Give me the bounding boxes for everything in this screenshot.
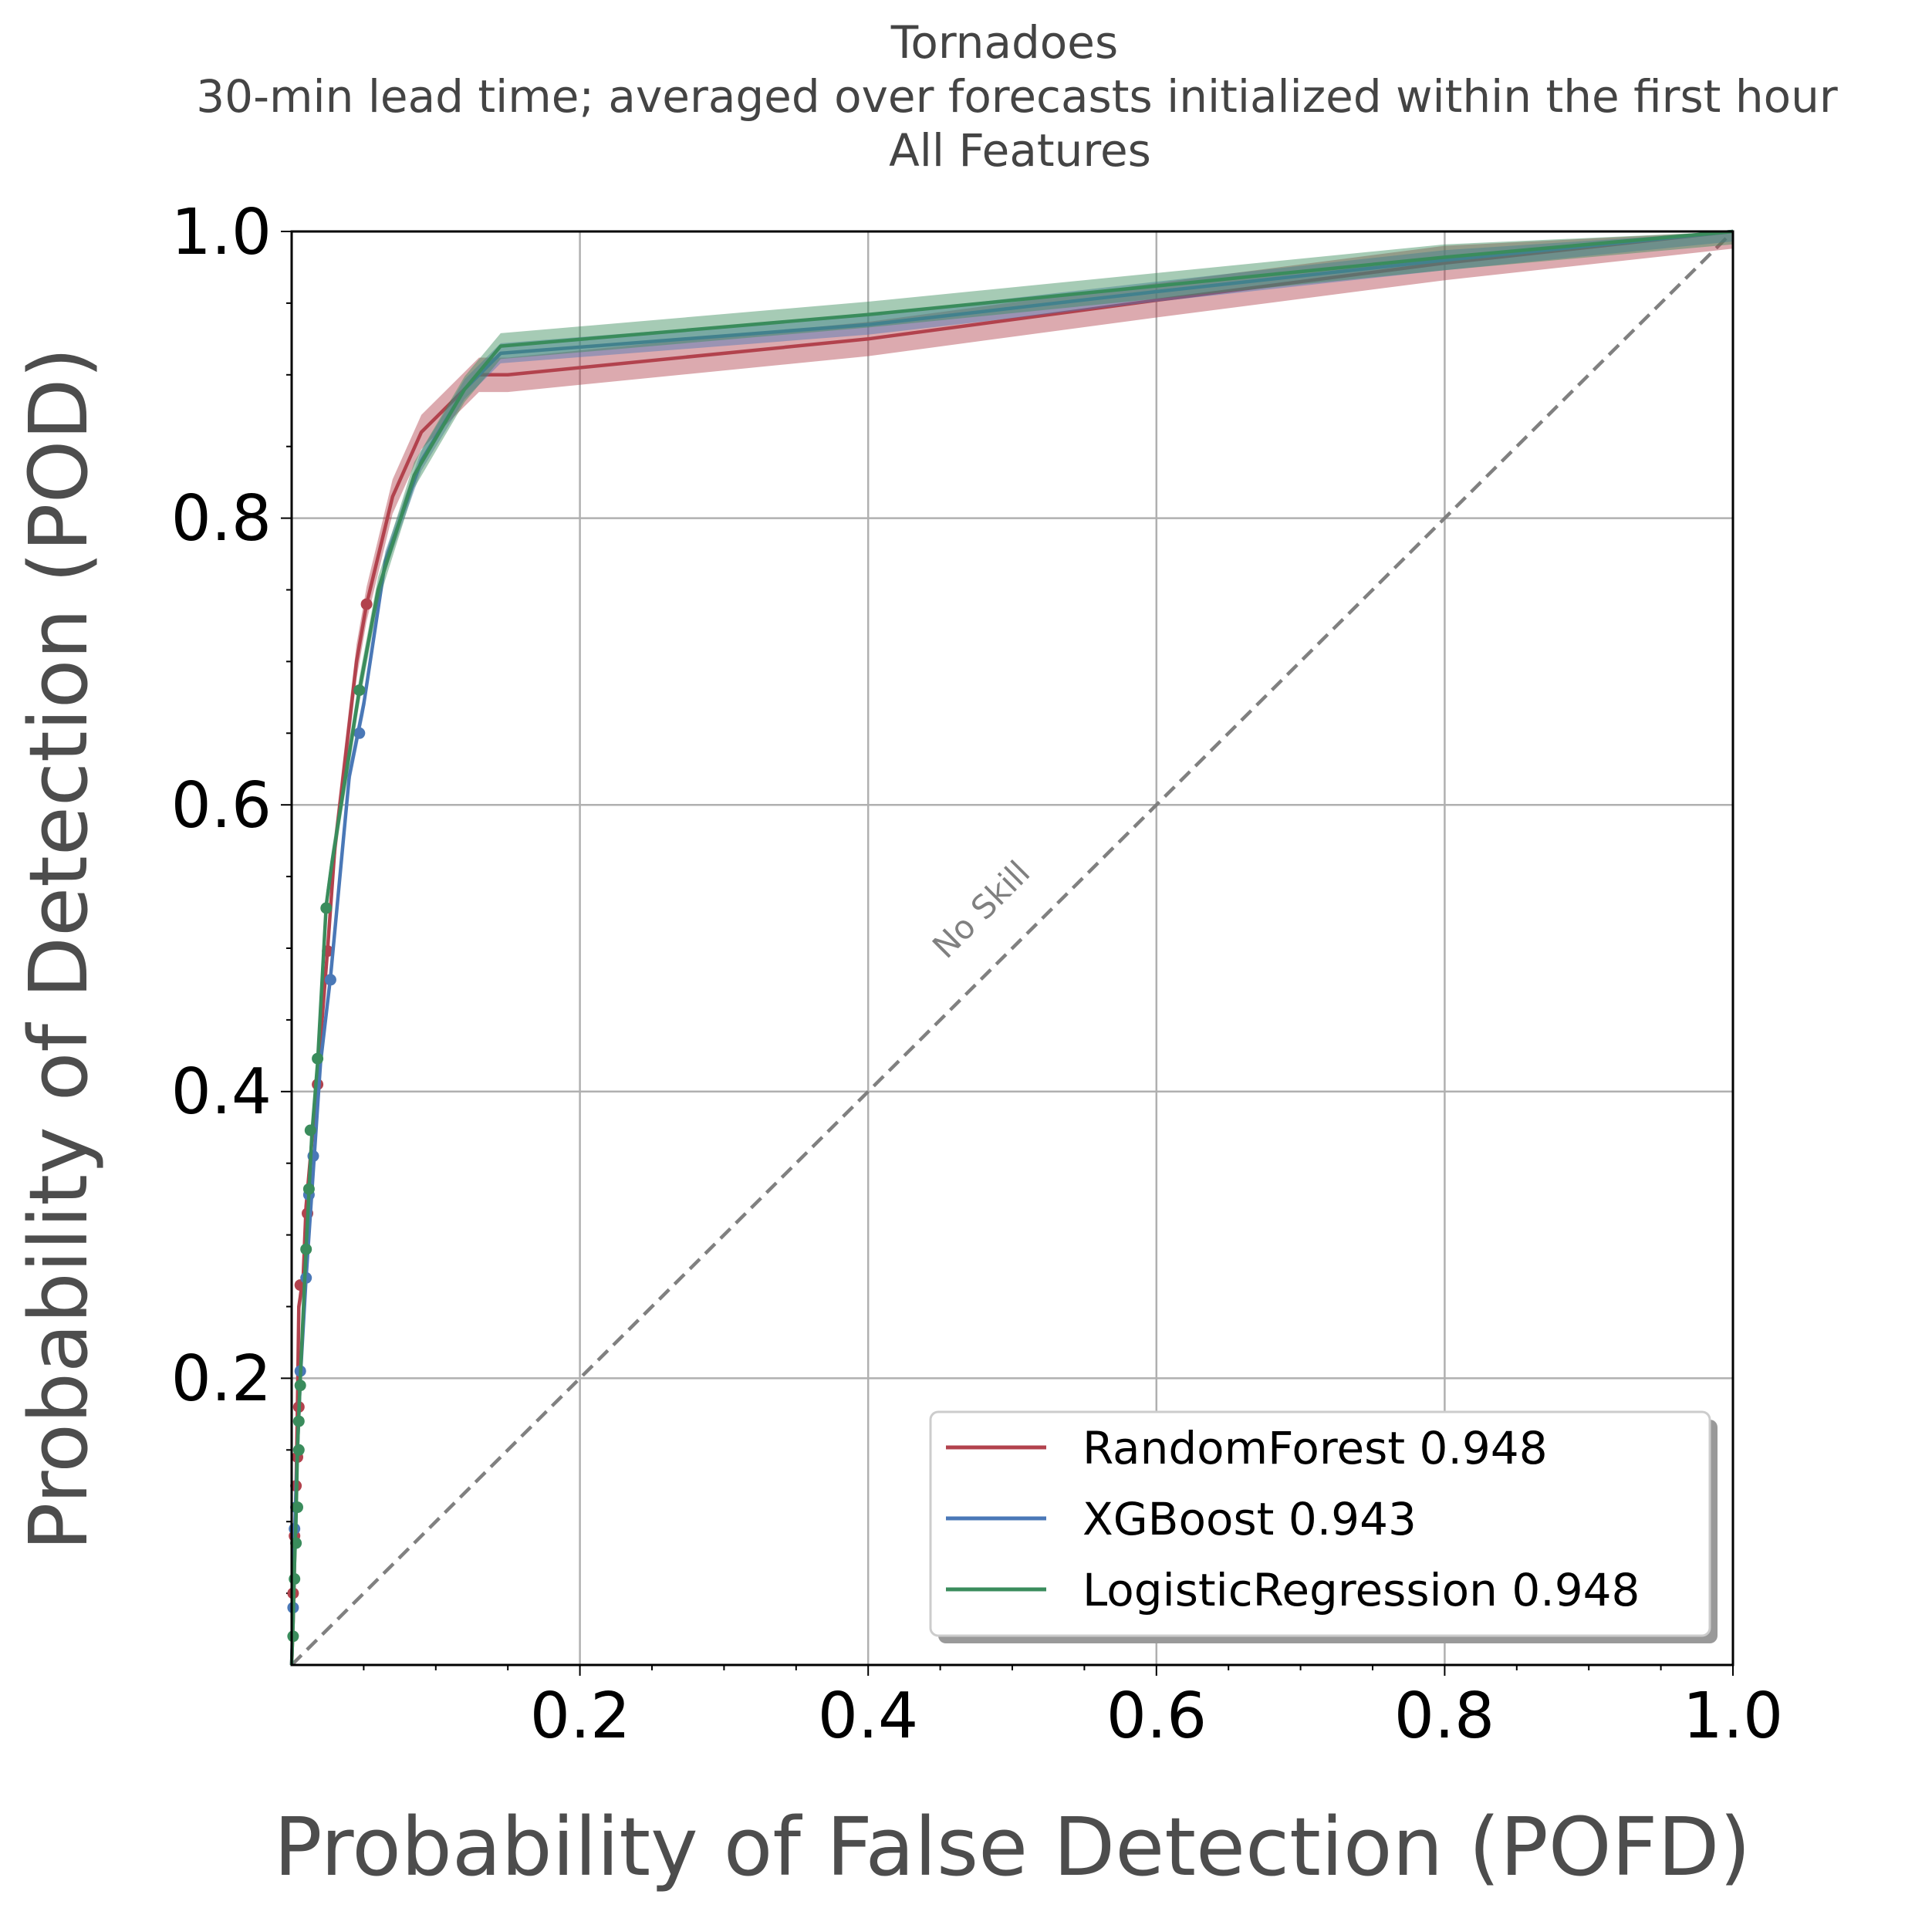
y-axis-label: Probability of Detection (POD)	[12, 347, 106, 1551]
no-skill-reference	[290, 230, 1734, 1667]
grid	[292, 231, 1733, 1665]
y-tick-label: 0.8	[171, 482, 272, 556]
no-skill-line	[290, 230, 1734, 1667]
x-tick-label: 0.8	[1394, 1680, 1495, 1753]
data-point-logisticregression	[290, 1537, 302, 1549]
x-tick-label: 0.4	[818, 1680, 918, 1753]
legend-box	[929, 1410, 1711, 1637]
chart-title: Tornadoes 30-min lead time; averaged ove…	[196, 16, 1838, 177]
legend: RandomForest 0.948 XGBoost 0.943 Logisti…	[929, 1410, 1718, 1643]
data-point-logisticregression	[302, 1183, 315, 1195]
y-tick-label: 0.4	[171, 1055, 272, 1129]
data-point-xgboost	[324, 974, 336, 986]
data-point-logisticregression	[294, 1380, 306, 1392]
data-point-logisticregression	[292, 1415, 305, 1427]
data-point-logisticregression	[292, 1501, 303, 1514]
data-point-logisticregression	[287, 1630, 299, 1643]
title-line-2: 30-min lead time; averaged over forecast…	[196, 70, 1838, 123]
legend-entry-randomforest: RandomForest 0.948	[1083, 1422, 1548, 1474]
data-point-xgboost	[353, 727, 366, 739]
data-point-logisticregression	[289, 1573, 301, 1585]
x-axis-label: Probability of False Detection (POFD)	[274, 1800, 1751, 1894]
y-tick-label: 1.0	[171, 196, 272, 269]
data-point-logisticregression	[320, 902, 333, 914]
data-point-logisticregression	[353, 684, 366, 697]
y-tick-labels: 0.2 0.4 0.6 0.8 1.0	[171, 196, 272, 1416]
y-tick-label: 0.2	[171, 1342, 272, 1416]
title-line-1: Tornadoes	[890, 16, 1118, 69]
data-point-logisticregression	[292, 1444, 305, 1456]
data-point-logisticregression	[312, 1052, 324, 1065]
legend-entry-xgboost: XGBoost 0.943	[1083, 1493, 1417, 1545]
data-point-logisticregression	[304, 1124, 316, 1136]
series-logisticregression	[287, 229, 1734, 1666]
data-point-randomforest	[360, 598, 373, 610]
title-line-3: All Features	[889, 124, 1151, 177]
no-skill-label: No Skill	[925, 853, 1037, 965]
plot-frame	[290, 230, 1734, 1667]
legend-entry-logisticregression: LogisticRegression 0.948	[1083, 1564, 1640, 1616]
y-tick-label: 0.6	[171, 769, 272, 843]
series-layer	[287, 229, 1734, 1666]
x-tick-labels: 0.2 0.4 0.6 0.8 1.0	[530, 1680, 1783, 1753]
data-point-logisticregression	[300, 1243, 312, 1255]
x-tick-label: 0.2	[530, 1680, 630, 1753]
x-tick-label: 1.0	[1683, 1680, 1783, 1753]
x-tick-label: 0.6	[1106, 1680, 1207, 1753]
